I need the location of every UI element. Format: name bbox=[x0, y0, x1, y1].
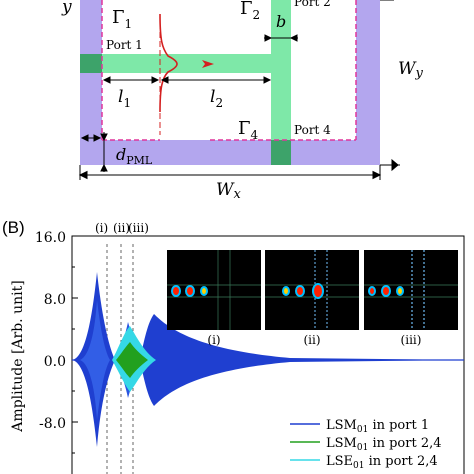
waveguide-horizontal bbox=[80, 54, 290, 73]
ytick-minus8: -8.0 bbox=[39, 416, 66, 432]
legend-label-lsm-port1: LSM01 in port 1 bbox=[326, 418, 429, 435]
lsm-port1-overlay bbox=[80, 300, 110, 420]
wy-label: Wy bbox=[398, 59, 423, 81]
port4-box bbox=[271, 140, 291, 165]
marker-iii: (iii) bbox=[128, 221, 149, 235]
port1-box bbox=[80, 54, 102, 73]
wx-label: Wx bbox=[216, 180, 241, 202]
l1-dimension bbox=[102, 76, 160, 84]
gamma4-label: Γ4 bbox=[238, 118, 259, 142]
b-dimension bbox=[264, 34, 298, 42]
l2-label: l2 bbox=[210, 87, 223, 110]
right-dimension-ticks bbox=[380, 0, 400, 172]
propagation-arrow-icon bbox=[202, 60, 214, 68]
legend: LSM01 in port 1 LSM01 in port 2,4 LSE01 … bbox=[290, 418, 442, 471]
ytick-16: 16.0 bbox=[35, 230, 66, 246]
gamma2-label: Γ2 bbox=[240, 0, 260, 22]
l1-label: l1 bbox=[118, 87, 131, 110]
ytick-0: 0.0 bbox=[44, 354, 66, 370]
inset-label-ii: (ii) bbox=[303, 333, 320, 347]
inset-label-i: (i) bbox=[207, 333, 220, 347]
panel-a-diagram: y Γ1 Γ2 Port 1 Port 2 b Wy l1 l2 Γ4 Port… bbox=[61, 0, 423, 202]
port4-label: Port 4 bbox=[294, 123, 331, 137]
b-label: b bbox=[276, 12, 286, 31]
port1-label: Port 1 bbox=[106, 38, 143, 52]
waveforms bbox=[72, 272, 464, 447]
dpml-dimension bbox=[80, 132, 108, 172]
l2-dimension bbox=[160, 76, 272, 84]
y-ticks bbox=[72, 235, 78, 454]
marker-ii: (ii) bbox=[113, 221, 130, 235]
inset-i bbox=[167, 250, 261, 330]
gaussian-pulse bbox=[159, 13, 178, 113]
marker-i: (i) bbox=[95, 221, 108, 235]
lsm-port1-pulse-3 bbox=[140, 314, 464, 406]
inset-label-iii: (iii) bbox=[401, 333, 422, 347]
ytick-8: 8.0 bbox=[44, 292, 66, 308]
legend-label-lsm-port24: LSM01 in port 2,4 bbox=[326, 436, 442, 453]
wx-dimension bbox=[78, 165, 382, 180]
plot-frame bbox=[71, 235, 465, 474]
inset-iii bbox=[364, 250, 458, 330]
panel-b-label: (B) bbox=[2, 218, 25, 237]
port2-label: Port 2 bbox=[294, 0, 331, 9]
dpml-label: dPML bbox=[116, 145, 153, 167]
lsm-port24-signal bbox=[116, 342, 148, 378]
inset-ii bbox=[265, 250, 359, 330]
waveguide-vertical bbox=[271, 0, 291, 165]
y-axis-label: y bbox=[61, 0, 72, 17]
legend-label-lse-port24: LSE01 in port 2,4 bbox=[326, 454, 438, 471]
gamma1-label: Γ1 bbox=[112, 7, 132, 31]
y-axis-title: Amplitude [Arb. unit] bbox=[10, 280, 26, 432]
